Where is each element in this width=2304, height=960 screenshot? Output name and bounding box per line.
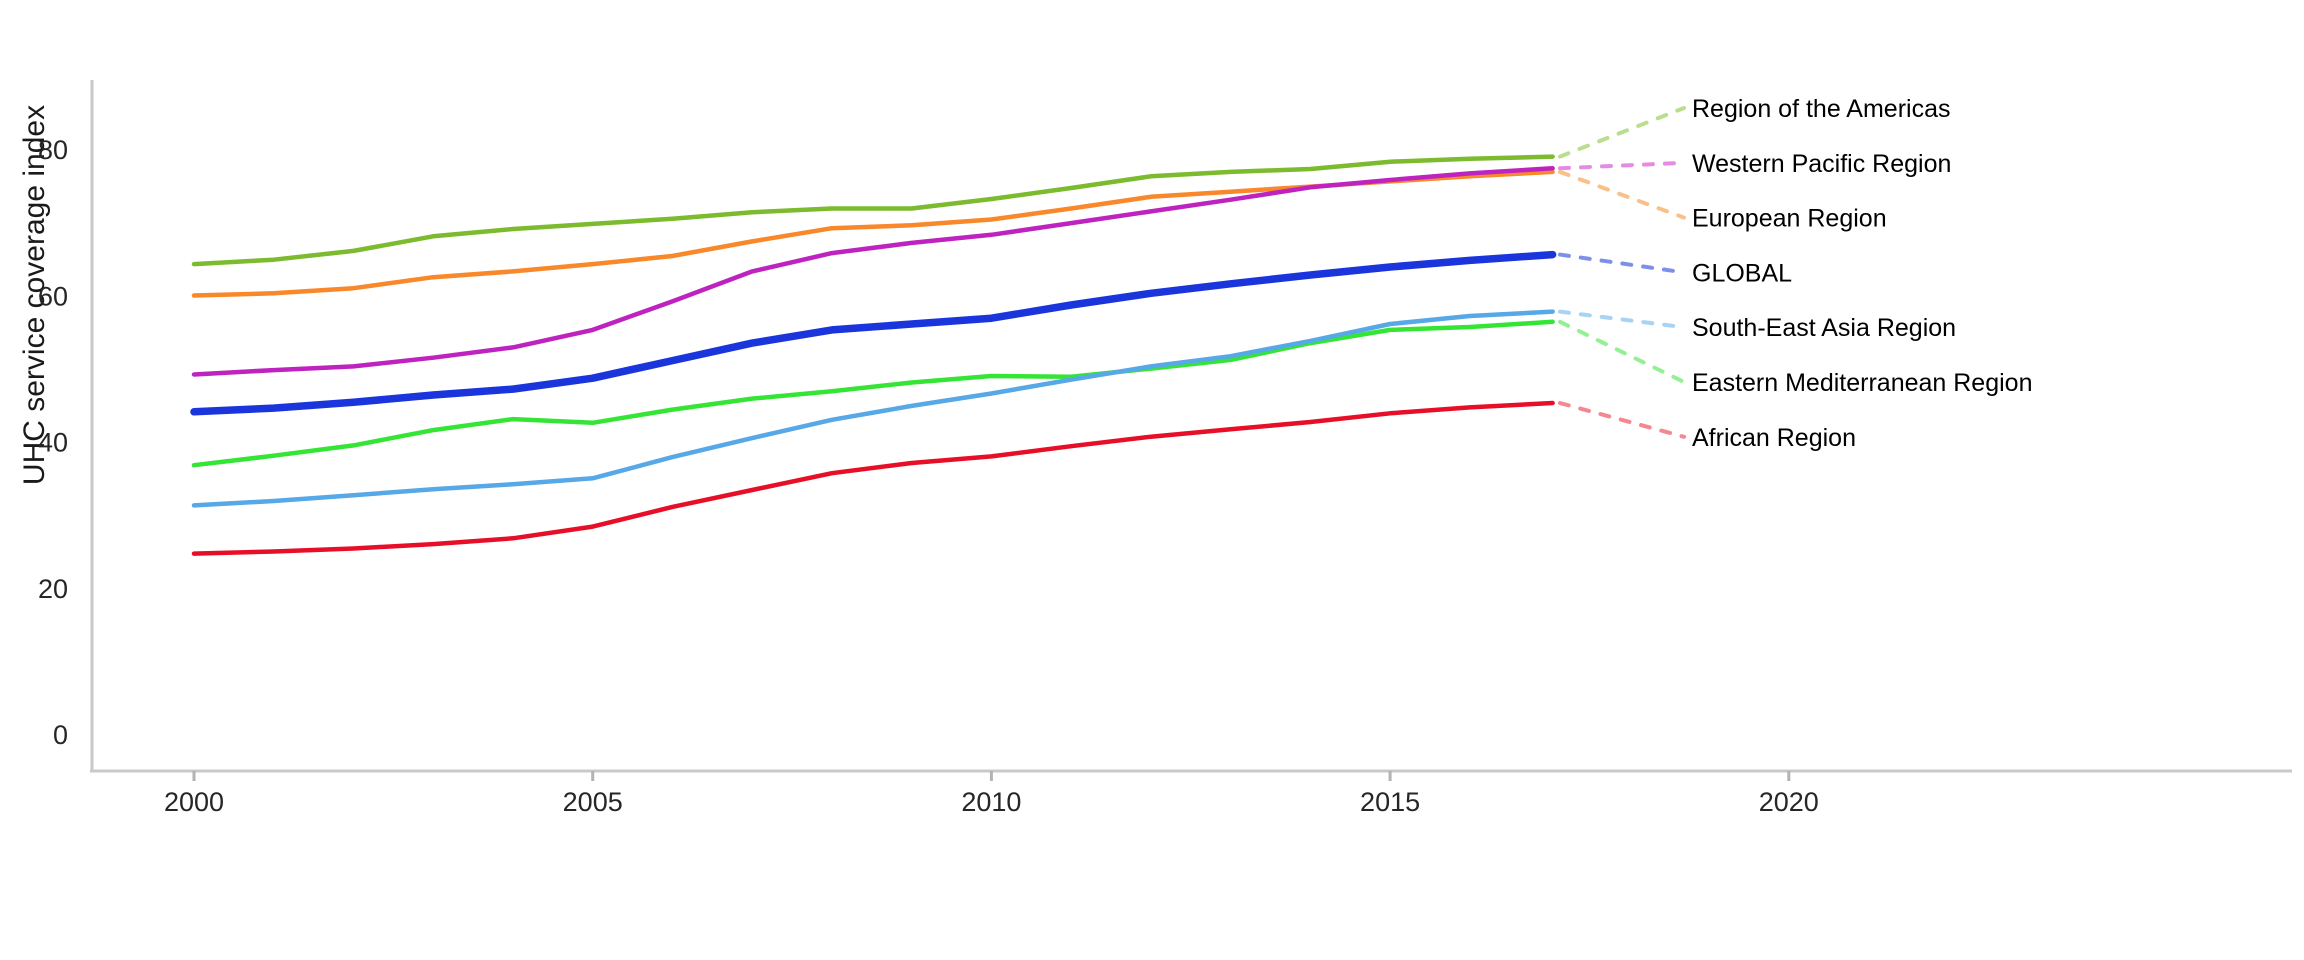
series-line-western-pacific-region [191, 166, 1555, 377]
legend-leader-line [1558, 401, 1686, 439]
y-tick-label: 20 [38, 574, 68, 604]
legend-leader-line [1558, 309, 1686, 330]
legend-label: Western Pacific Region [1692, 150, 1951, 178]
y-tick-label: 40 [38, 428, 68, 458]
series-line-european-region [191, 169, 1555, 298]
axes-layer: 2000 2005 2010 2015 2020 0 20 40 60 80 [38, 80, 2292, 817]
x-tick-label: 2000 [164, 787, 224, 817]
x-tick-label: 2015 [1360, 787, 1420, 817]
legend-leader-line [1558, 252, 1686, 275]
x-tick-label: 2020 [1759, 787, 1819, 817]
legend-leader-line [1558, 160, 1686, 171]
legend-label: European Region [1692, 205, 1887, 233]
legend-leader-line [1558, 169, 1686, 220]
series-layer [190, 154, 1557, 556]
y-tick-label: 80 [38, 135, 68, 165]
series-line-region-of-the-americas [191, 154, 1555, 267]
legend-layer: Region of the Americas Western Pacific Re… [1558, 95, 2032, 452]
legend-label: African Region [1692, 424, 1856, 452]
series-line-eastern-mediterranean-region [191, 319, 1555, 468]
legend-label: Eastern Mediterranean Region [1692, 369, 2032, 397]
x-tick-label: 2010 [961, 787, 1021, 817]
legend-leader-line [1558, 319, 1686, 384]
series-line-african-region [191, 400, 1555, 556]
y-tick-label: 60 [38, 281, 68, 311]
legend-leader-line [1558, 106, 1686, 159]
series-line-south-east-asia-region [191, 309, 1555, 508]
x-tick-label: 2005 [563, 787, 623, 817]
legend-label: South-East Asia Region [1692, 314, 1956, 342]
y-axis-title: UHC service coverage index [18, 105, 51, 485]
legend-label: Region of the Americas [1692, 95, 1950, 123]
legend-label: GLOBAL [1692, 259, 1792, 287]
series-line-global [190, 250, 1557, 416]
y-tick-label: 0 [53, 720, 68, 750]
